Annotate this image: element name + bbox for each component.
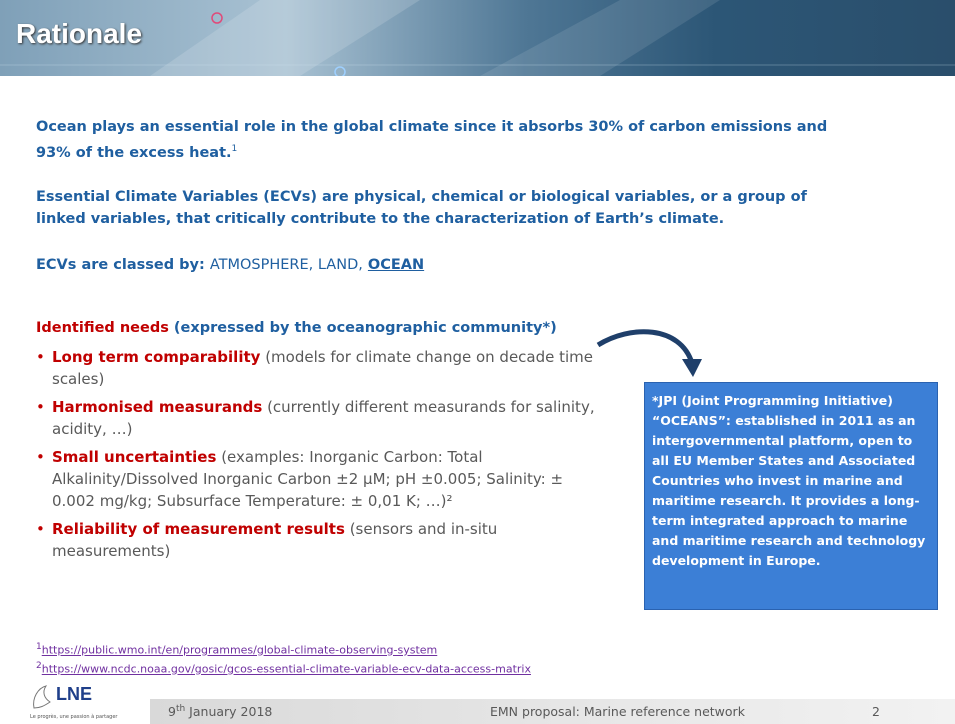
text: January 2018: [189, 704, 272, 719]
tagline: Le progrès, une passion à partager: [30, 714, 117, 720]
text: Harmonised measurands: [52, 398, 262, 416]
intro-paragraph: Ocean plays an essential role in the glo…: [36, 116, 836, 164]
text: OCEAN: [368, 257, 424, 273]
intro-paragraph: Essential Climate Variables (ECVs) are p…: [36, 186, 856, 230]
intro-paragraph: ECVs are classed by: ATMOSPHERE, LAND, O…: [36, 254, 856, 276]
list-item: Small uncertainties (examples: Inorganic…: [36, 446, 606, 512]
text: ECVs are classed by:: [36, 257, 205, 273]
link[interactable]: https://www.ncdc.noaa.gov/gosic/gcos-ess…: [42, 663, 531, 676]
text: ATMOSPHERE, LAND,: [210, 257, 363, 273]
logo-icon: [30, 684, 52, 710]
slide-title: Rationale: [16, 18, 142, 50]
link[interactable]: https://public.wmo.int/en/programmes/glo…: [42, 644, 438, 657]
text: Long term comparability: [52, 348, 260, 366]
needs-heading: Identified needs (expressed by the ocean…: [36, 320, 557, 336]
text: (expressed by the oceanographic communit…: [174, 320, 557, 336]
text: Reliability of measurement results: [52, 520, 345, 538]
date: 9th January 2018: [168, 704, 272, 719]
logo-text: LNE: [56, 684, 92, 705]
text: 9: [168, 704, 176, 719]
list-item: Reliability of measurement results (sens…: [36, 518, 606, 562]
text: Identified needs: [36, 320, 169, 336]
page-number: 2: [872, 704, 880, 719]
arrow: [590, 325, 710, 390]
list-item: Long term comparability (models for clim…: [36, 346, 606, 390]
footer-bar: 9th January 2018 EMN proposal: Marine re…: [150, 699, 955, 724]
footnote-ref: 1: [232, 144, 238, 154]
text: th: [176, 704, 185, 714]
event: EMN proposal: Marine reference network: [490, 704, 745, 719]
footnote: 1https://public.wmo.int/en/programmes/gl…: [36, 642, 437, 657]
needs-list: Long term comparability (models for clim…: [36, 346, 606, 568]
text: Small uncertainties: [52, 448, 216, 466]
footnote: 2https://www.ncdc.noaa.gov/gosic/gcos-es…: [36, 661, 531, 676]
text: Ocean plays an essential role in the glo…: [36, 119, 827, 161]
header-banner: [0, 0, 955, 76]
note-box: *JPI (Joint Programming Initiative) “OCE…: [644, 382, 938, 610]
list-item: Harmonised measurands (currently differe…: [36, 396, 606, 440]
slide: Rationale Ocean plays an essential role …: [0, 0, 955, 724]
banner-decoration: [0, 0, 955, 76]
